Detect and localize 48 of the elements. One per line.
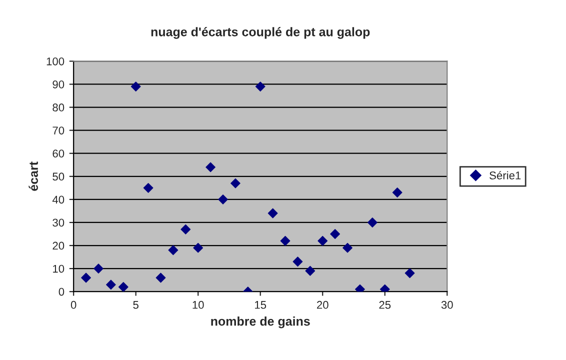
y-tick-label: 100 — [46, 57, 64, 66]
x-axis-title: nombre de gains — [211, 316, 310, 328]
point — [330, 229, 340, 239]
y-tick-label: 10 — [53, 264, 64, 273]
point — [94, 264, 104, 274]
chart-title: nuage d'écarts couplé de pt au galop — [151, 27, 370, 39]
point — [367, 218, 378, 228]
y-tick-label: 60 — [52, 150, 64, 158]
point — [168, 245, 178, 256]
y-tick-label: 30 — [52, 218, 64, 227]
point — [143, 182, 154, 193]
point — [130, 82, 141, 92]
point — [342, 242, 352, 253]
point — [118, 282, 128, 292]
point — [380, 284, 390, 292]
point — [280, 236, 290, 246]
y-tick-label: 90 — [52, 80, 64, 88]
x-tick-label: 15 — [255, 301, 266, 309]
point — [230, 178, 240, 188]
point — [392, 188, 402, 198]
point — [206, 162, 216, 172]
y-axis-title: écart — [28, 162, 38, 191]
point — [305, 266, 316, 276]
point — [268, 208, 278, 218]
point — [292, 256, 303, 267]
x-tick-label: 0 — [70, 300, 76, 309]
legend-label: Série1 — [490, 171, 521, 180]
x-tick-label: 20 — [317, 300, 328, 309]
point — [355, 284, 365, 292]
point — [156, 272, 166, 283]
y-tick-label: 80 — [52, 104, 64, 112]
y-tick-label: 40 — [52, 196, 64, 204]
y-tick-label: 50 — [52, 172, 64, 181]
point — [218, 194, 228, 204]
point — [81, 272, 91, 283]
y-tick-label: 70 — [52, 126, 64, 134]
y-tick-label: 0 — [58, 288, 64, 296]
point — [255, 82, 266, 92]
y-tick-label: 20 — [52, 242, 64, 250]
point — [318, 236, 328, 246]
point — [404, 268, 415, 278]
x-tick-label: 30 — [441, 300, 453, 309]
x-tick-label: 25 — [379, 300, 391, 309]
point — [106, 280, 116, 290]
point — [193, 242, 204, 253]
x-tick-label: 5 — [133, 301, 138, 309]
x-tick-label: 10 — [192, 300, 204, 309]
point — [180, 224, 191, 234]
